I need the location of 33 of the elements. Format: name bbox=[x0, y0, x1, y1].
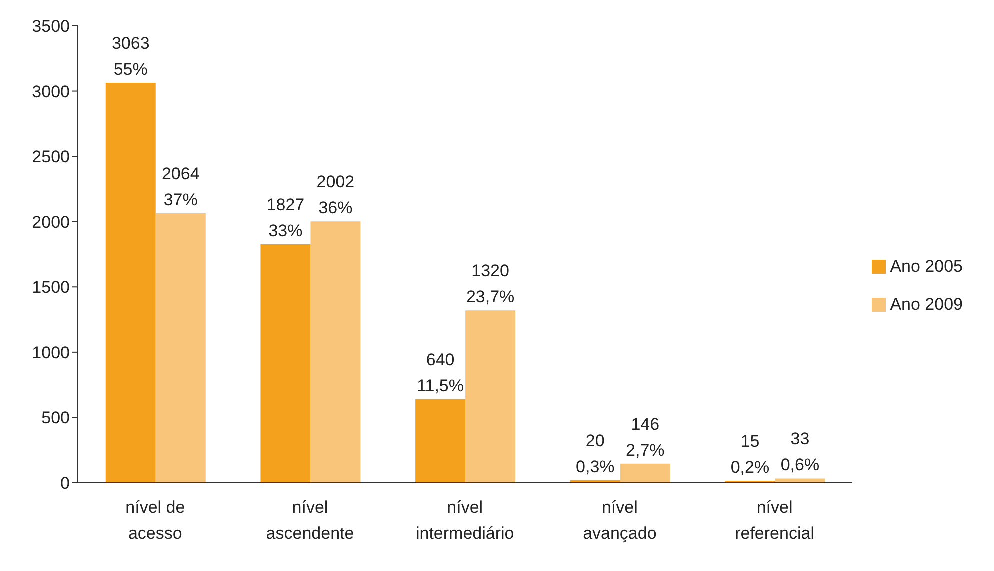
y-tick-label: 2500 bbox=[32, 148, 70, 167]
bar bbox=[466, 310, 516, 483]
data-label: 640 11,5% bbox=[417, 350, 464, 396]
data-label: 20 0,3% bbox=[576, 431, 615, 476]
data-label: 1827 33% bbox=[266, 195, 305, 240]
x-tick-label: nível intermediário bbox=[416, 498, 514, 543]
bar bbox=[156, 214, 206, 483]
data-label: 1320 23,7% bbox=[466, 262, 515, 307]
x-tick-label: nível avançado bbox=[583, 498, 657, 543]
x-tick-label: nível ascendente bbox=[266, 498, 354, 543]
data-label: 15 0,2% bbox=[730, 432, 770, 478]
legend-label: Ano 2009 bbox=[890, 294, 963, 314]
y-tick-label: 2000 bbox=[32, 212, 70, 232]
y-tick-label: 3500 bbox=[32, 17, 70, 36]
bar bbox=[775, 478, 826, 483]
legend-label: Ano 2005 bbox=[890, 256, 963, 276]
data-label: 2064 37% bbox=[162, 164, 200, 210]
bar bbox=[310, 222, 361, 483]
x-tick-label: nível referencial bbox=[735, 498, 814, 543]
y-tick-label: 3000 bbox=[32, 82, 70, 102]
y-tick-label: 1500 bbox=[32, 278, 70, 298]
y-tick-label: 1000 bbox=[32, 343, 70, 362]
data-label: 2002 36% bbox=[316, 172, 355, 218]
bar bbox=[106, 83, 156, 483]
x-tick-label: nível de acesso bbox=[126, 498, 186, 543]
y-tick-label: 500 bbox=[42, 408, 70, 428]
data-label: 3063 55% bbox=[112, 34, 150, 80]
bar bbox=[416, 399, 466, 483]
data-label: 33 0,6% bbox=[780, 430, 820, 475]
bar bbox=[260, 244, 311, 483]
y-tick-label: 0 bbox=[60, 474, 70, 494]
bar bbox=[620, 464, 670, 483]
data-label: 146 2,7% bbox=[626, 414, 665, 460]
